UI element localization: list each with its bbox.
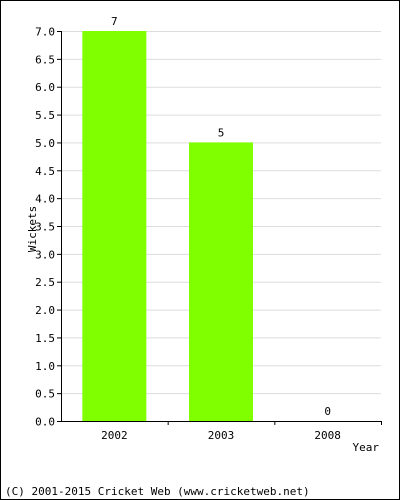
y-tick-label: 1.0	[35, 360, 55, 373]
data-labels: 7 5 0	[111, 15, 331, 418]
y-axis-title: Wickets	[26, 206, 39, 252]
y-tick-label: 1.5	[35, 332, 55, 345]
x-tick-label: 2003	[208, 429, 235, 442]
y-tick-label: 6.0	[35, 81, 55, 94]
y-tick-label: 0.5	[35, 388, 55, 401]
x-tick-label: 2008	[314, 429, 341, 442]
data-label: 0	[324, 405, 331, 418]
y-tick-label: 4.5	[35, 165, 55, 178]
x-tick-labels: 2002 2003 2008	[101, 429, 341, 442]
y-tick-label: 3.5	[35, 221, 55, 234]
y-tick-label: 2.0	[35, 304, 55, 317]
y-tick-label: 4.0	[35, 193, 55, 206]
y-tick-label: 7.0	[35, 26, 55, 39]
data-label: 7	[111, 15, 118, 28]
x-axis-title: Year	[353, 441, 380, 454]
copyright-footer: (C) 2001-2015 Cricket Web (www.cricketwe…	[5, 485, 310, 498]
bar	[82, 31, 147, 421]
y-tick-label: 2.5	[35, 276, 55, 289]
y-tick-label: 3.0	[35, 248, 55, 261]
axes	[57, 31, 382, 425]
bars	[82, 31, 253, 421]
y-tick-labels: 0.0 0.5 1.0 1.5 2.0 2.5 3.0 3.5 4.0 4.5 5.0 5.5 6.0 6…	[35, 26, 55, 429]
x-tick-label: 2002	[101, 429, 128, 442]
y-tick-label: 5.0	[35, 137, 55, 150]
y-tick-label: 6.5	[35, 53, 55, 66]
y-tick-label: 0.0	[35, 416, 55, 429]
data-label: 5	[218, 126, 225, 139]
bar	[189, 142, 253, 421]
y-tick-label: 5.5	[35, 109, 55, 122]
